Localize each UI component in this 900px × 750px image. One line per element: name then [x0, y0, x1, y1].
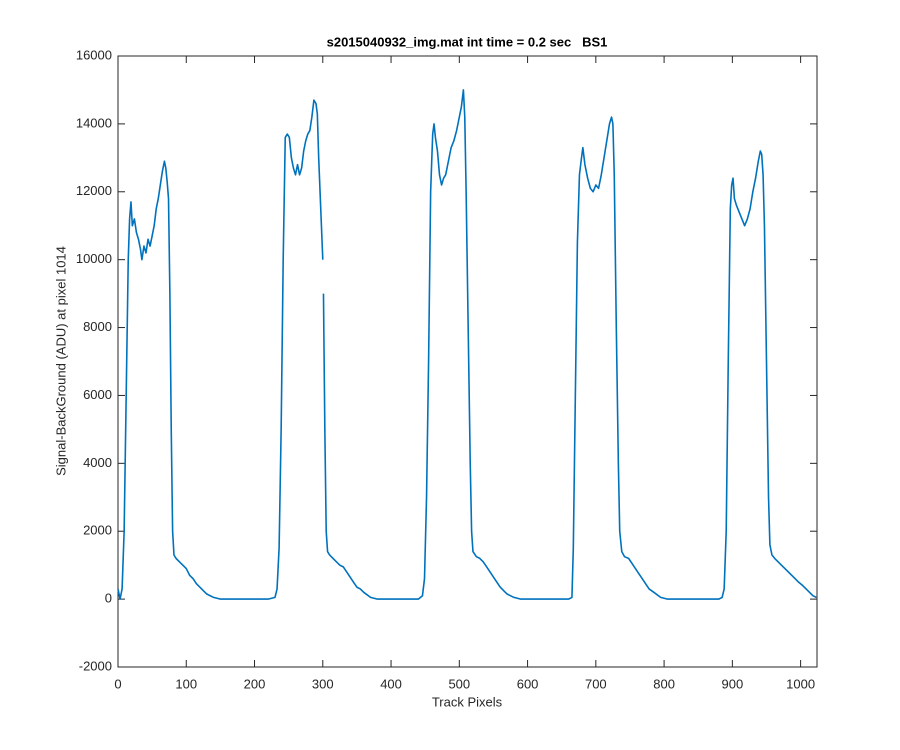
- y-tick-label: 14000: [76, 115, 112, 130]
- y-tick-label: 10000: [76, 251, 112, 266]
- x-tick-label: 500: [448, 676, 470, 691]
- x-tick-label: 800: [653, 676, 675, 691]
- y-tick-label: 4000: [83, 455, 112, 470]
- y-tick-label: -2000: [79, 658, 112, 673]
- y-tick-label: 0: [105, 591, 112, 606]
- y-axis-label: Signal-BackGround (ADU) at pixel 1014: [53, 246, 68, 476]
- x-tick-label: 300: [312, 676, 334, 691]
- x-tick-label: 400: [380, 676, 402, 691]
- x-tick-label: 200: [244, 676, 266, 691]
- y-tick-label: 8000: [83, 319, 112, 334]
- y-tick-label: 12000: [76, 183, 112, 198]
- x-tick-label: 600: [517, 676, 539, 691]
- y-tick-label: 16000: [76, 47, 112, 62]
- y-tick-label: 6000: [83, 387, 112, 402]
- x-axis-label: Track Pixels: [432, 694, 503, 709]
- x-tick-label: 1000: [786, 676, 815, 691]
- plot-frame: [117, 55, 818, 668]
- x-tick-label: 0: [114, 676, 121, 691]
- data-line: [117, 89, 817, 600]
- y-tick-label: 2000: [83, 523, 112, 538]
- x-tick-label: 900: [722, 676, 744, 691]
- chart-title: s2015040932_img.mat int time = 0.2 sec B…: [327, 34, 608, 49]
- x-tick-label: 100: [175, 676, 197, 691]
- x-tick-label: 700: [585, 676, 607, 691]
